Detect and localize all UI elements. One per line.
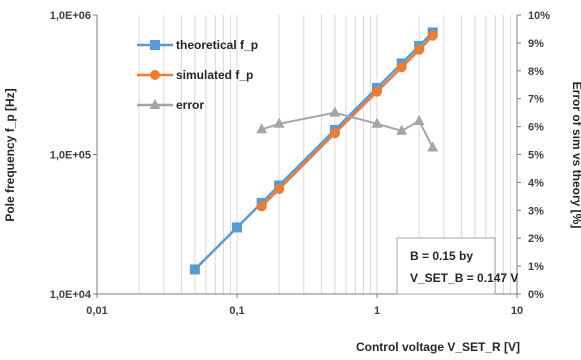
y-axis-title: Pole frequency f_p [Hz] xyxy=(3,88,17,221)
annotation-line-1: B = 0.15 by xyxy=(410,249,473,263)
x-tick-label: 0,01 xyxy=(86,305,107,317)
series-point-triangle xyxy=(427,141,439,152)
series-point-triangle xyxy=(396,124,408,135)
y2-tick-label: 2% xyxy=(528,233,544,245)
series-point-circle xyxy=(427,30,438,41)
series-point-square xyxy=(189,264,200,275)
series-point-triangle xyxy=(256,123,268,134)
x-tick-label: 10 xyxy=(511,305,523,317)
x-tick-label: 0,1 xyxy=(229,305,244,317)
y2-tick-label: 6% xyxy=(528,122,544,134)
y2-tick-label: 8% xyxy=(528,66,544,78)
annotation-frame xyxy=(396,237,496,295)
y-tick-label: 1,0E+05 xyxy=(50,150,91,162)
y2-tick-label: 5% xyxy=(528,150,544,162)
series-point-circle xyxy=(372,86,382,97)
series-point-circle xyxy=(414,44,425,55)
legend-marker-triangle xyxy=(149,99,161,109)
series-line-circle xyxy=(260,34,434,208)
series-point-triangle xyxy=(371,117,383,128)
series-point-triangle xyxy=(273,117,285,128)
series-point-square xyxy=(232,222,242,233)
tick-labels: 1,0E+04 1,0E+05 1,0E+06 0% 1% 2% 3% 4% 5% 6% 7% 8% 9… xyxy=(50,10,551,317)
legend-label: theoretical f_p xyxy=(176,38,258,52)
y2-tick-label: 10% xyxy=(528,10,550,22)
series-point-triangle xyxy=(413,115,425,126)
y2-tick-label: 7% xyxy=(528,94,544,106)
y2-tick-label: 9% xyxy=(528,38,544,50)
annotation-line-2: V_SET_B = 0.147 V xyxy=(410,271,518,285)
y2-tick-label: 0% xyxy=(528,289,544,301)
x-axis-title: Control voltage V_SET_R [V] xyxy=(356,340,520,354)
y-tick-label: 1,0E+06 xyxy=(50,10,91,22)
series-point-circle xyxy=(274,184,285,195)
y2-axis-title: Error of sim vs theory [%] xyxy=(570,82,581,229)
annotation-box: B = 0.15 by V_SET_B = 0.147 V xyxy=(396,237,518,295)
y-tick-label: 1,0E+04 xyxy=(50,289,92,301)
series-point-circle xyxy=(396,62,407,73)
legend-marker-square xyxy=(150,40,160,50)
y2-tick-label: 3% xyxy=(528,205,544,217)
legend-marker-circle xyxy=(150,70,160,80)
y2-tick-label: 4% xyxy=(528,177,544,189)
x-tick-label: 1 xyxy=(374,305,380,317)
series-point-circle xyxy=(256,201,267,212)
series-point-triangle xyxy=(329,106,341,117)
legend-label: simulated f_p xyxy=(176,68,253,82)
series-layer xyxy=(189,27,439,275)
series-point-circle xyxy=(329,128,340,139)
legend-label: error xyxy=(176,98,204,112)
y2-tick-label: 1% xyxy=(528,261,544,273)
